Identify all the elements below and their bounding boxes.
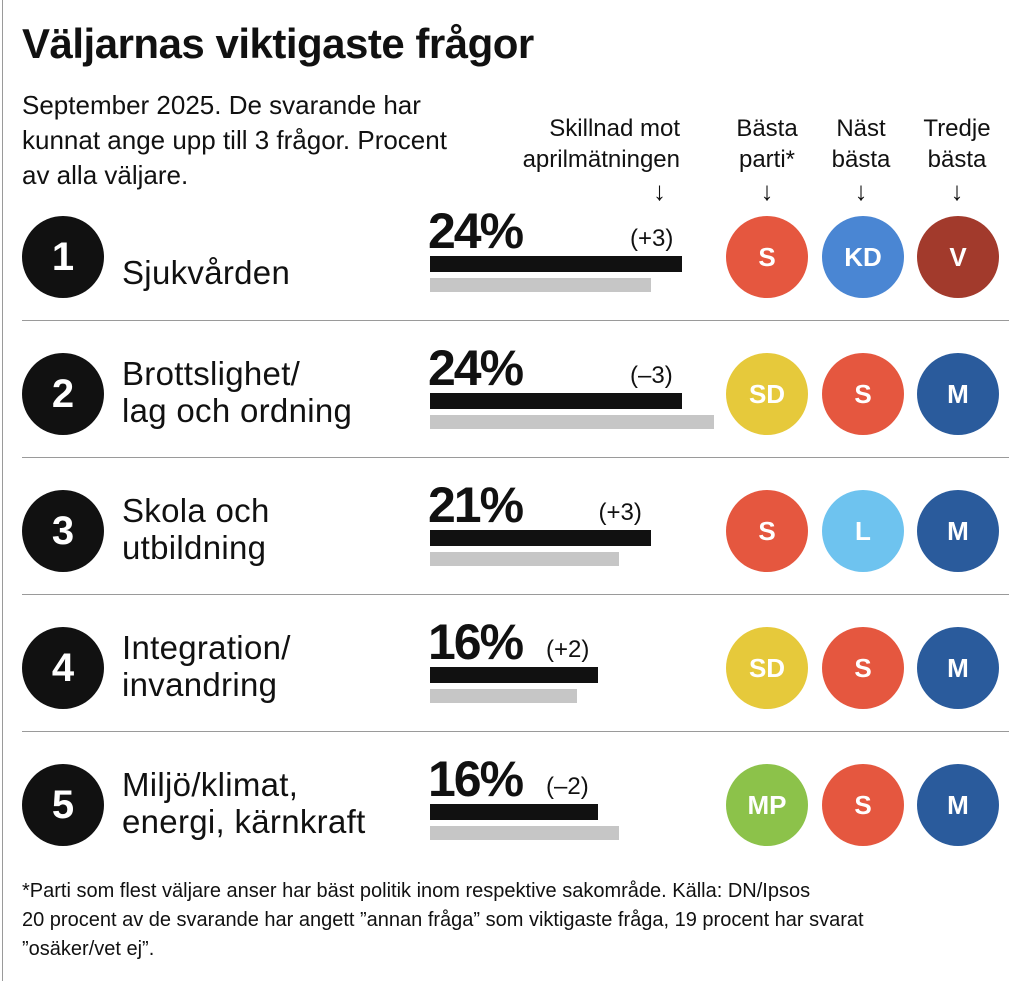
issue-row: 5 Miljö/klimat, energi, kärnkraft 16% (–2) MP… [0,738,1023,874]
issue-label-line1: Sjukvården [122,254,291,291]
issue-label-line2: lag och ordning [122,392,353,429]
party-circle-best: SD [726,627,808,709]
party-circle-second: L [822,490,904,572]
issue-row: 1 Sjukvården 24% (+3) S KD V [0,190,1023,326]
header-change-line1: Skillnad mot [549,115,680,142]
issue-label: Miljö/klimat, energi, kärnkraft [122,766,422,840]
bar-current [430,393,682,409]
bar-previous [430,826,619,840]
party-circle-best: S [726,216,808,298]
header-third-line1: Tredje [923,115,991,142]
party-circle-third: M [917,490,999,572]
bar-current [430,667,598,683]
row-divider [22,731,1009,732]
party-circle-second: KD [822,216,904,298]
value-label: 16% [428,751,524,807]
party-circle-third: M [917,627,999,709]
issue-row: 4 Integration/invandring 16% (+2) SD S M [0,601,1023,737]
rank-badge: 1 [22,216,104,298]
issue-label: Skola och utbildning [122,492,422,566]
down-arrow-icon: ↓ [950,176,964,206]
footnote-line3: ”osäker/vet ej”. [22,938,155,960]
value-label: 16% [428,614,524,670]
issue-label: Sjukvården [122,254,422,291]
footnote: *Parti som flest väljare anser har bäst … [22,877,1002,964]
bar-previous [430,689,577,703]
down-arrow-icon: ↓ [653,176,666,206]
issue-label: Brottslighet/lag och ordning [122,355,422,429]
header-third-best: Tredje bästa ↓ [890,113,1023,205]
bar-previous [430,278,651,292]
down-arrow-icon: ↓ [760,176,774,206]
header-second-line2: bästa [831,146,891,173]
row-divider [22,457,1009,458]
header-change-line2: aprilmätningen [522,146,680,173]
rank-badge: 2 [22,353,104,435]
row-divider [22,320,1009,321]
bar-current [430,530,651,546]
rank-badge: 5 [22,764,104,846]
bar-current [430,256,682,272]
header-second-line1: Näst [836,115,886,142]
party-circle-third: V [917,216,999,298]
change-label: (–2) [546,773,589,800]
party-circle-second: S [822,627,904,709]
issue-label-line1: Integration/ [122,629,291,666]
change-label: (+3) [630,225,674,252]
issue-row: 3 Skola och utbildning 21% (+3) S L M [0,464,1023,600]
value-label: 24% [428,203,524,259]
value-label: 24% [428,340,524,396]
header-best-line2: parti* [738,146,796,173]
left-edge-rule [2,0,3,981]
party-circle-second: S [822,764,904,846]
footnote-line2: 20 procent av de svarande har angett ”an… [22,909,864,931]
issue-label-line1: Skola och [122,492,270,529]
rank-badge: 4 [22,627,104,709]
down-arrow-icon: ↓ [854,176,868,206]
party-circle-best: S [726,490,808,572]
chart-subtitle: September 2025. De svarande har kunnat a… [22,90,447,190]
party-circle-best: SD [726,353,808,435]
value-label: 21% [428,477,524,533]
issue-label-line1: Miljö/klimat, [122,766,299,803]
change-label: (+3) [598,499,642,526]
issue-label-line1: Brottslighet/ [122,355,301,392]
party-circle-second: S [822,353,904,435]
change-label: (–3) [630,362,673,389]
bar-previous [430,552,619,566]
rank-badge: 3 [22,490,104,572]
party-circle-third: M [917,764,999,846]
header-second-best: Näst bästa ↓ [794,113,928,205]
header-best-party: Bästa parti* ↓ [700,113,834,205]
footnote-line1: *Parti som flest väljare anser har bäst … [22,880,811,902]
header-third-line2: bästa [927,146,987,173]
issue-label-line2: energi, kärnkraft [122,803,366,840]
row-divider [22,594,1009,595]
issue-row: 2 Brottslighet/lag och ordning 24% (–3) SD S M [0,327,1023,463]
chart-title: Väljarnas viktigaste frågor [22,20,534,67]
change-label: (+2) [546,636,590,663]
header-change: Skillnad mot aprilmätningen ↓ [480,113,680,205]
issue-label-line2: utbildning [122,529,267,566]
issue-label-line2: invandring [122,666,278,703]
bar-previous [430,415,714,429]
header-best-line1: Bästa [736,115,798,142]
party-circle-best: MP [726,764,808,846]
party-circle-third: M [917,353,999,435]
issue-label: Integration/invandring [122,629,422,703]
bar-current [430,804,598,820]
